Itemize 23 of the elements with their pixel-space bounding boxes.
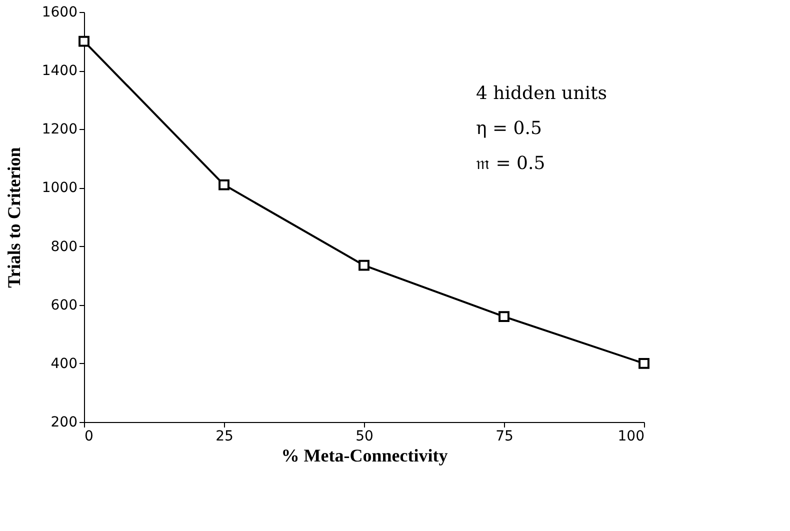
y-tick-label: 1000 bbox=[42, 180, 78, 196]
point bbox=[218, 179, 230, 190]
x-tick-label: 25 bbox=[216, 428, 234, 444]
y-tick-label: 600 bbox=[50, 297, 78, 314]
annotation: 𝔪 = 0.5 bbox=[476, 153, 546, 174]
x-axis-title: % Meta-Connectivity bbox=[281, 446, 448, 466]
y-axis-title: Trials to Criterion bbox=[4, 147, 24, 288]
y-tick-label: 200 bbox=[50, 414, 78, 430]
point bbox=[78, 36, 90, 47]
x-tick-label: 100 bbox=[618, 428, 644, 444]
x-tick-label: 75 bbox=[496, 428, 514, 444]
annotation: 4 hidden units bbox=[476, 83, 607, 104]
annotation: η = 0.5 bbox=[476, 118, 542, 139]
y-tick-label: 800 bbox=[50, 238, 78, 255]
point bbox=[638, 358, 650, 369]
point bbox=[498, 311, 510, 322]
y-tick-label: 1200 bbox=[42, 122, 78, 138]
x-tick-label: 50 bbox=[356, 428, 374, 444]
point bbox=[358, 260, 370, 271]
y-tick-label: 1400 bbox=[42, 63, 78, 80]
y-tick-label: 1600 bbox=[42, 4, 78, 20]
y-tick-label: 400 bbox=[50, 356, 78, 372]
x-tick-label: 0 bbox=[84, 428, 94, 444]
